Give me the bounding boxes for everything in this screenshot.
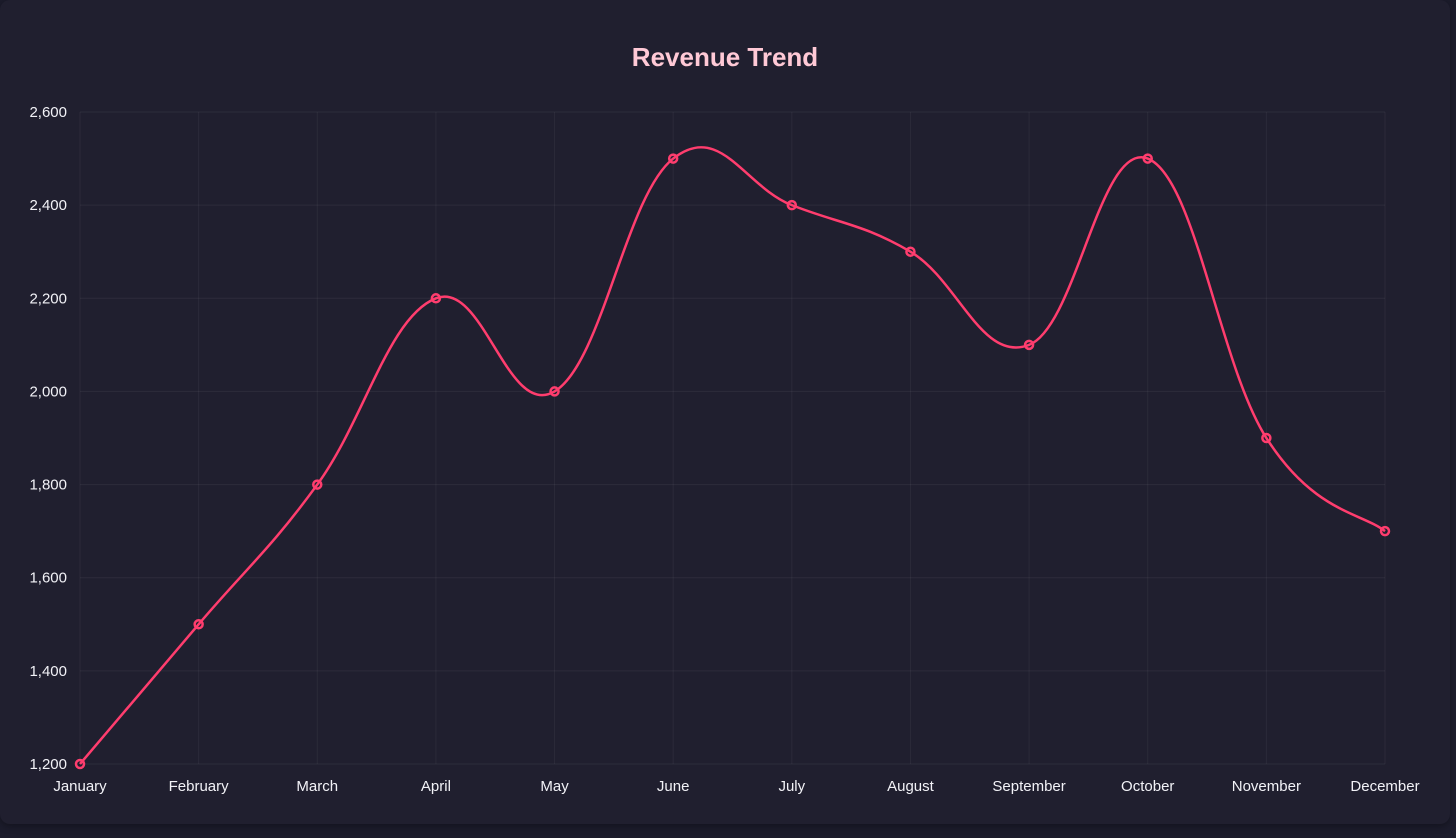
chart-panel	[0, 0, 1450, 824]
data-point-april[interactable]	[430, 293, 442, 304]
data-point-september[interactable]	[1023, 339, 1035, 351]
x-tick-label: January	[53, 778, 107, 795]
x-tick-label: May	[540, 778, 569, 795]
data-point-january[interactable]	[74, 758, 86, 770]
y-tick-label: 1,600	[29, 570, 67, 587]
data-point-march[interactable]	[312, 479, 323, 490]
y-tick-label: 1,400	[29, 663, 67, 680]
x-axis: January February March April May June July Augu…	[53, 778, 1419, 795]
y-tick-label: 2,400	[29, 197, 67, 214]
data-point-november[interactable]	[1261, 432, 1272, 444]
x-tick-label: March	[296, 778, 338, 795]
x-tick-label: June	[657, 778, 690, 795]
x-tick-label: October	[1121, 778, 1174, 795]
y-tick-label: 2,200	[29, 290, 67, 307]
data-point-june[interactable]	[667, 153, 679, 164]
data-point-august[interactable]	[905, 246, 916, 257]
grid-lines	[79, 111, 1386, 765]
y-axis: 1,200 1,400 1,600 1,800 2,000 2,200 2,400 2,600	[29, 104, 67, 773]
data-point-may[interactable]	[549, 386, 560, 397]
series-line	[79, 146, 1386, 765]
x-tick-label: February	[169, 778, 230, 795]
data-point-july[interactable]	[786, 199, 798, 211]
series-revenue	[74, 146, 1391, 770]
x-tick-label: September	[992, 778, 1065, 795]
data-point-february[interactable]	[193, 619, 204, 630]
x-tick-label: April	[421, 778, 451, 795]
y-tick-label: 2,000	[29, 383, 67, 400]
y-tick-label: 1,800	[29, 477, 67, 494]
x-tick-label: December	[1350, 778, 1419, 795]
data-point-october[interactable]	[1142, 153, 1153, 164]
x-tick-label: November	[1232, 778, 1301, 795]
data-point-december[interactable]	[1379, 525, 1391, 537]
x-tick-label: July	[778, 778, 805, 795]
x-tick-label: August	[887, 778, 935, 795]
y-tick-label: 2,600	[29, 104, 67, 121]
y-tick-label: 1,200	[29, 756, 67, 773]
chart-title: Revenue Trend	[631, 42, 819, 72]
